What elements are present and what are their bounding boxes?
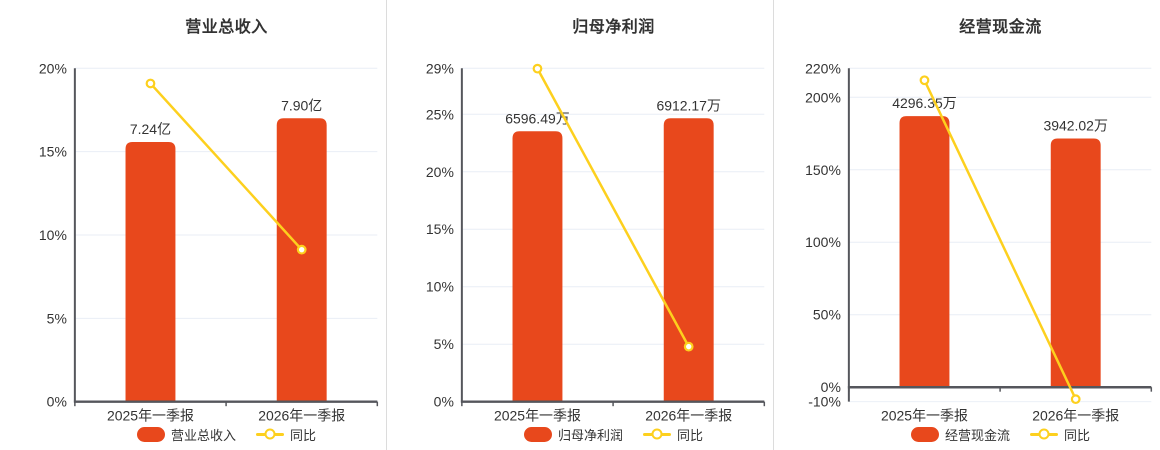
svg-text:100%: 100%: [805, 234, 841, 250]
legend-label-bar-series: 经营现金流: [944, 427, 1010, 443]
svg-text:0%: 0%: [47, 394, 67, 410]
svg-text:4296.35万: 4296.35万: [892, 95, 956, 111]
legend-item-bar-series[interactable]: 归母净利润: [523, 425, 623, 444]
legend-label-line-series: 同比: [677, 427, 704, 443]
svg-text:10%: 10%: [426, 279, 454, 295]
svg-text:29%: 29%: [426, 60, 454, 76]
svg-text:2025年一季报: 2025年一季报: [881, 408, 968, 422]
chart-title: 营业总收入: [185, 19, 268, 36]
chart-legend: 营业总收入 同比: [0, 422, 386, 446]
svg-text:2025年一季报: 2025年一季报: [494, 408, 581, 422]
svg-text:-10%: -10%: [808, 394, 841, 410]
legend-label-bar-series: 营业总收入: [170, 427, 236, 443]
svg-text:50%: 50%: [813, 307, 841, 323]
chart-legend: 归母净利润 同比: [387, 422, 773, 446]
line-series-glyph-icon: [643, 428, 671, 440]
legend-item-bar-series[interactable]: 营业总收入: [136, 425, 236, 444]
svg-text:15%: 15%: [426, 221, 454, 237]
legend-label-line-series: 同比: [1064, 427, 1091, 443]
svg-text:220%: 220%: [805, 60, 841, 76]
chart-canvas: 0% 5% 10% 15% 20% 7.24亿 7.90亿 2025年一季报 2026年一季报: [0, 36, 386, 422]
svg-text:2026年一季报: 2026年一季报: [645, 408, 732, 422]
svg-text:2025年一季报: 2025年一季报: [107, 408, 194, 422]
chart-panel-operating-cash-flow: 经营现金流 -10% 0% 50% 100% 150% 200% 220% 4296.35万 3…: [773, 0, 1160, 450]
svg-text:0%: 0%: [821, 379, 841, 395]
legend-item-bar-series[interactable]: 经营现金流: [910, 425, 1010, 444]
chart-canvas: 0% 5% 10% 15% 20% 25% 29% 6596.49万 6912.17万 2025年…: [387, 36, 773, 422]
chart-panel-net-profit: 归母净利润 0% 5% 10% 15% 20% 25% 29% 6596.49万 6912.17…: [386, 0, 773, 450]
svg-text:150%: 150%: [805, 162, 841, 178]
legend-item-line-series[interactable]: 同比: [1030, 425, 1090, 444]
chart-title: 经营现金流: [959, 19, 1042, 36]
svg-text:6596.49万: 6596.49万: [505, 110, 569, 126]
chart-title: 归母净利润: [572, 19, 655, 36]
svg-text:25%: 25%: [426, 106, 454, 122]
svg-text:7.24亿: 7.24亿: [130, 121, 171, 137]
svg-text:20%: 20%: [426, 164, 454, 180]
svg-text:6912.17万: 6912.17万: [656, 97, 720, 113]
svg-text:10%: 10%: [39, 227, 67, 243]
bar-series-swatch-icon: [910, 426, 939, 442]
svg-text:15%: 15%: [39, 144, 67, 160]
chart-canvas: -10% 0% 50% 100% 150% 200% 220% 4296.35万 3942.02…: [774, 36, 1160, 422]
svg-text:200%: 200%: [805, 89, 841, 105]
bar-series-swatch-icon: [523, 426, 552, 442]
line-series-glyph-icon: [256, 428, 284, 440]
svg-text:5%: 5%: [47, 310, 67, 326]
svg-text:7.90亿: 7.90亿: [281, 97, 322, 113]
svg-text:20%: 20%: [39, 60, 67, 76]
line-series-glyph-icon: [1030, 428, 1058, 440]
chart-panel-operating-revenue: 营业总收入 0% 5% 10% 15% 20% 7.24亿 7.90亿 2025年一季报 202…: [0, 0, 386, 450]
legend-label-line-series: 同比: [290, 427, 317, 443]
chart-legend: 经营现金流 同比: [774, 422, 1160, 446]
legend-label-bar-series: 归母净利润: [557, 427, 623, 443]
svg-text:3942.02万: 3942.02万: [1043, 117, 1107, 133]
svg-text:2026年一季报: 2026年一季报: [1032, 408, 1119, 422]
legend-item-line-series[interactable]: 同比: [643, 425, 703, 444]
svg-text:0%: 0%: [434, 394, 454, 410]
svg-text:5%: 5%: [434, 336, 454, 352]
svg-text:2026年一季报: 2026年一季报: [258, 408, 345, 422]
legend-item-line-series[interactable]: 同比: [256, 425, 316, 444]
bar-series-swatch-icon: [136, 426, 165, 442]
